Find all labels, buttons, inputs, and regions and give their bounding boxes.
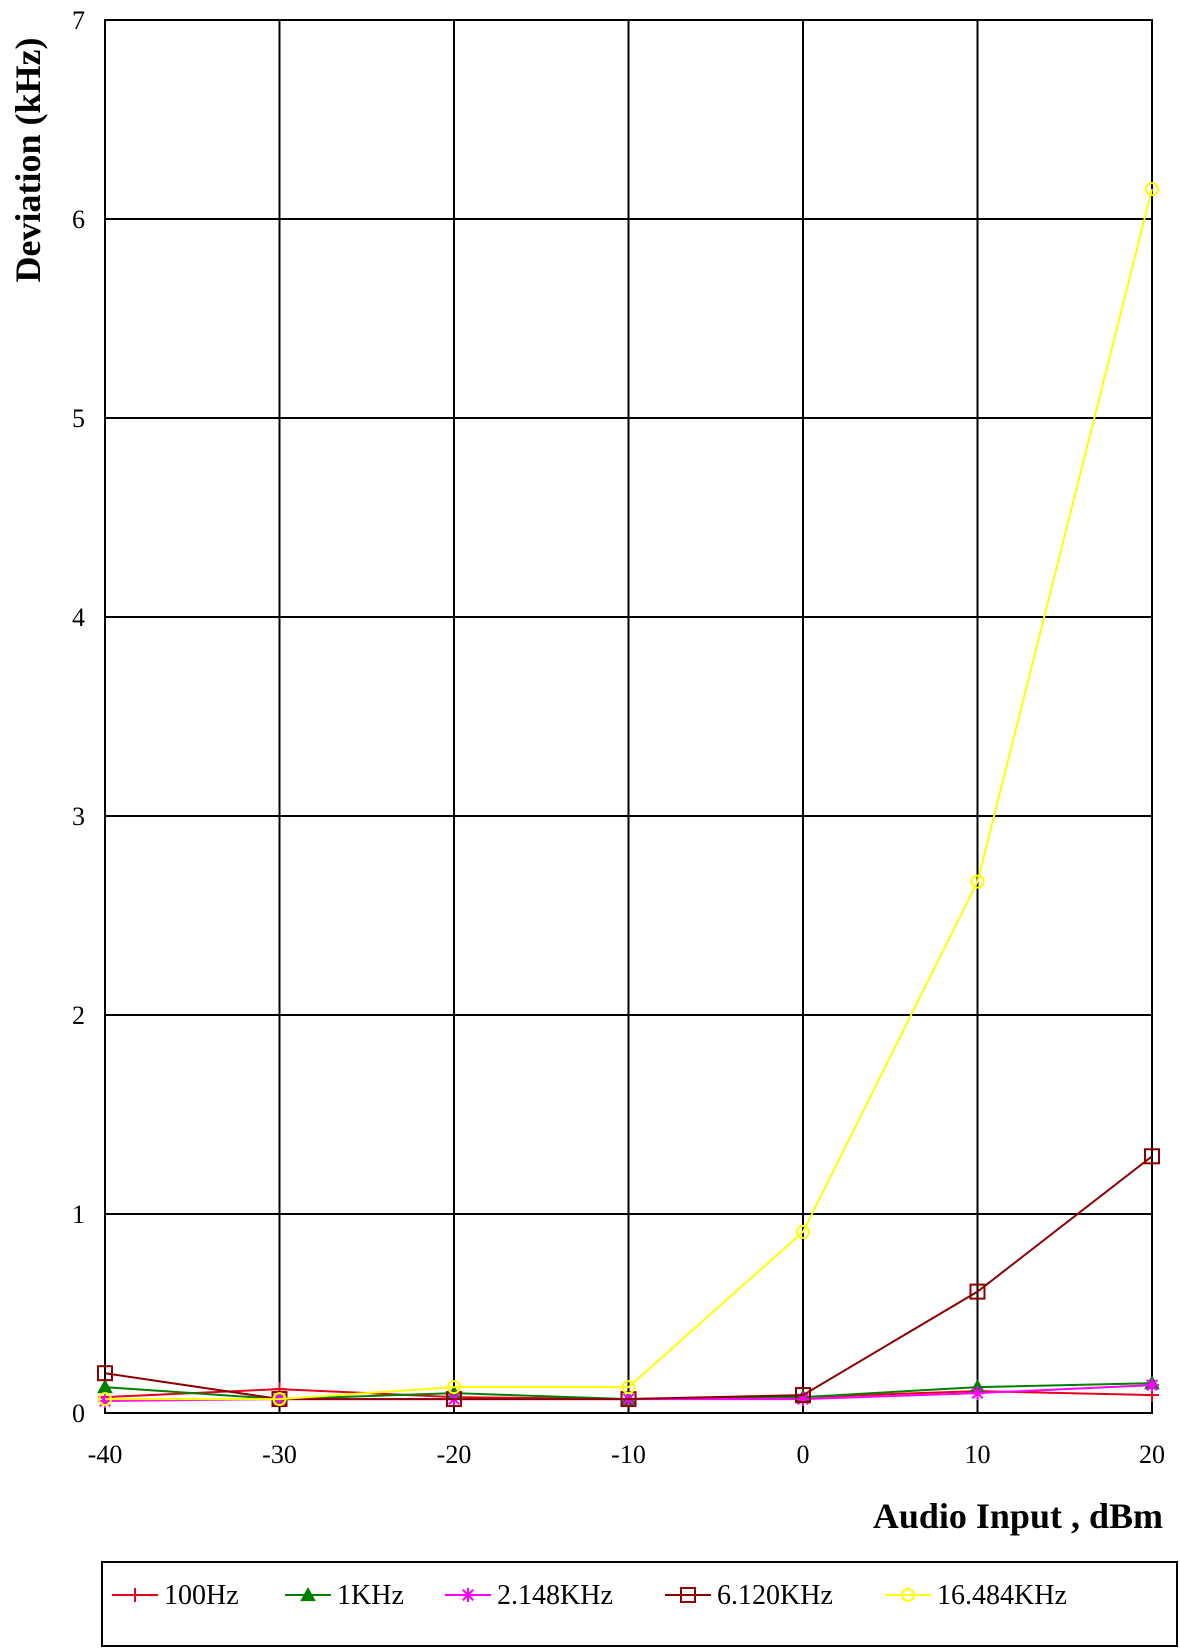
data-point: [98, 1392, 112, 1407]
y-axis-title: Deviation (kHz): [8, 38, 48, 283]
y-tick-label: 0: [72, 1399, 85, 1428]
grid: [104, 19, 1153, 1414]
legend-item: 100Hz: [112, 1580, 239, 1611]
y-tick-label: 6: [72, 205, 85, 234]
y-tick-label: 4: [72, 603, 85, 632]
series-layer: [97, 182, 1160, 1409]
data-point: [128, 1588, 142, 1602]
data-point: [1145, 182, 1159, 197]
data-point: [300, 1586, 316, 1602]
y-tick-labels: 0 1 2 3 4 5 6 7: [72, 6, 85, 1428]
x-tick-label: 0: [797, 1440, 810, 1469]
data-point: [621, 1380, 636, 1395]
legend-item: 16.484KHz: [885, 1580, 1067, 1611]
series-line: [105, 188, 1153, 1401]
legend-box: [101, 1561, 1178, 1647]
y-tick-label: 5: [72, 404, 85, 433]
y-tick-label: 2: [72, 1001, 85, 1030]
x-tick-label: 10: [965, 1440, 991, 1469]
data-point: [680, 1587, 696, 1603]
data-point: [97, 1379, 113, 1394]
y-tick-label: 7: [72, 6, 85, 35]
data-point: [1144, 1148, 1160, 1165]
legend-label: 1KHz: [337, 1580, 404, 1611]
legend-item: 2.148KHz: [445, 1580, 613, 1611]
x-tick-label: -10: [611, 1440, 646, 1469]
legend-label: 16.484KHz: [937, 1580, 1067, 1611]
x-axis-title: Audio Input , dBm: [873, 1496, 1163, 1536]
data-point: [1145, 1378, 1159, 1393]
data-point: [447, 1380, 461, 1395]
data-point: [796, 1224, 810, 1239]
data-point: [620, 1391, 637, 1408]
data-point: [461, 1588, 475, 1602]
data-point: [795, 1387, 811, 1404]
legend-item: 1KHz: [285, 1580, 404, 1611]
data-point: [446, 1391, 462, 1408]
data-point: [969, 1283, 986, 1300]
data-point: [970, 874, 985, 889]
legend-item: 6.120KHz: [665, 1580, 833, 1611]
x-tick-label: -30: [262, 1440, 297, 1469]
legend-label: 100Hz: [164, 1580, 239, 1611]
y-tick-label: 3: [72, 802, 85, 831]
data-point: [970, 1386, 985, 1401]
legend-label: 6.120KHz: [717, 1580, 833, 1611]
x-tick-labels: -40 -30 -20 -10 0 10 20: [88, 1440, 1165, 1469]
data-point: [97, 1365, 113, 1382]
x-tick-label: -40: [88, 1440, 123, 1469]
data-point: [901, 1588, 915, 1602]
legend-label: 2.148KHz: [497, 1580, 613, 1611]
data-point: [272, 1392, 287, 1407]
y-tick-label: 1: [72, 1200, 85, 1229]
legend: 100Hz 1KHz 2.148KHz 6.120KHz 16.484KHz: [112, 1580, 1067, 1611]
x-tick-label: -20: [437, 1440, 472, 1469]
series-16-484KHz: [98, 182, 1159, 1407]
x-tick-label: 20: [1139, 1440, 1165, 1469]
